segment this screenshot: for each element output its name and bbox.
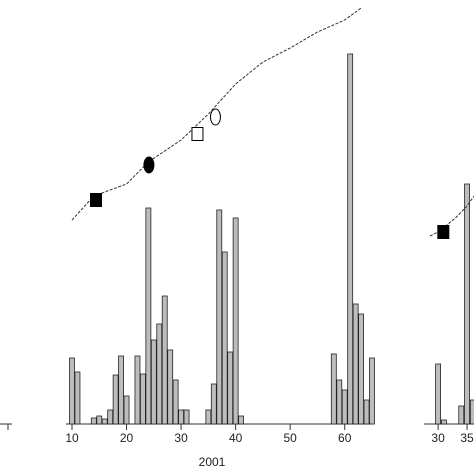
cumulative-line (71, 7, 362, 221)
bar (358, 313, 364, 425)
marker (209, 108, 221, 126)
marker (90, 193, 102, 207)
bar (134, 355, 141, 425)
bar (145, 207, 152, 425)
x-tick-label: 60 (338, 431, 352, 445)
x-tick-label: 10 (65, 431, 79, 445)
bar (69, 357, 75, 425)
bar (172, 379, 179, 425)
bar (210, 383, 217, 425)
bar (167, 349, 174, 425)
bar (352, 303, 359, 425)
bar (96, 415, 103, 425)
marker (437, 225, 450, 239)
bar (140, 373, 146, 425)
x-tick-label: 40 (229, 431, 243, 445)
bar (112, 374, 119, 425)
bar (464, 183, 470, 425)
bar (458, 405, 465, 425)
bar (336, 379, 343, 425)
bar (118, 355, 124, 425)
bar (369, 357, 375, 425)
x-tick-label: 30 (431, 431, 445, 445)
x-tick-label: 20 (120, 431, 134, 445)
bar (221, 251, 228, 425)
bar (363, 399, 370, 425)
x-axis-label: 2001 (199, 455, 226, 469)
cumulative-line (429, 195, 474, 237)
bar (156, 323, 163, 425)
bar (330, 353, 337, 425)
bar (123, 395, 130, 425)
bar (178, 409, 184, 425)
bar (101, 418, 108, 425)
bar (150, 339, 157, 425)
bar (341, 389, 348, 425)
marker (191, 127, 204, 141)
bar (205, 409, 212, 425)
bar (435, 363, 442, 425)
bar (469, 399, 474, 425)
x-tick-label: 35 (460, 431, 474, 445)
bar (74, 371, 81, 425)
bar (107, 409, 114, 425)
bar (238, 415, 244, 425)
bar (216, 209, 223, 425)
bar (161, 295, 168, 425)
marker (143, 156, 155, 174)
bar (90, 417, 97, 425)
bar (183, 409, 190, 425)
bar (347, 53, 354, 425)
bar (232, 217, 239, 425)
bar (227, 351, 234, 425)
x-tick-label: 50 (284, 431, 298, 445)
x-tick-label: 30 (174, 431, 188, 445)
bar (440, 419, 447, 425)
